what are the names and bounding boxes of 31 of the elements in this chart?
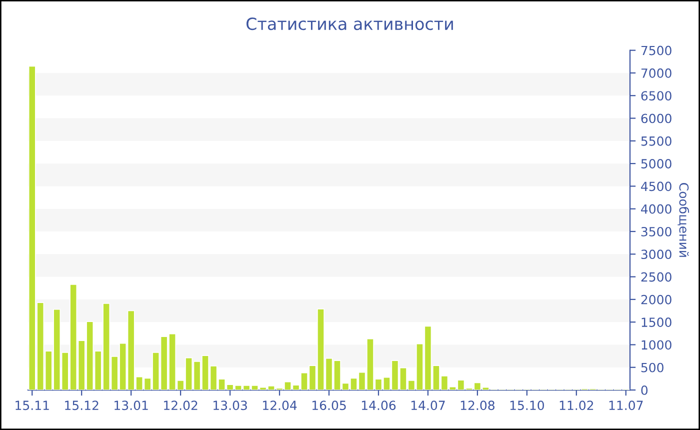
- x-tick-label: 13.03: [214, 400, 247, 410]
- y-tick-label: 1000: [642, 340, 672, 350]
- y-tick-label: 500: [641, 362, 664, 372]
- y-tick-label: 4500: [641, 182, 672, 192]
- y-tick-label: 1500: [642, 318, 672, 327]
- y-tick-label: 3000: [641, 250, 672, 260]
- y-tick-label: 2000: [641, 294, 672, 304]
- y-tick-label: 6000: [641, 114, 672, 124]
- x-tick-label: 15.10: [510, 400, 544, 410]
- y-tick-label: 5000: [641, 159, 672, 168]
- y-tick-label: 7000: [641, 68, 672, 78]
- x-tick-label: 14.07: [411, 400, 445, 410]
- y-tick-label: 6500: [641, 91, 672, 101]
- x-tick-label: 12.04: [263, 400, 297, 410]
- x-tick-label: 16.05: [312, 400, 346, 410]
- y-tick-label: 0: [641, 385, 648, 395]
- x-tick-label: 15.12: [65, 400, 98, 410]
- x-tick-label: 12.02: [164, 400, 198, 410]
- x-tick-label: 12.08: [460, 400, 494, 410]
- x-tick-label: 11.07: [609, 400, 643, 410]
- y-tick-label: 5500: [641, 136, 672, 146]
- y-tick-label: 7500: [641, 46, 672, 56]
- x-tick-label: 15.11: [16, 400, 49, 410]
- y-tick-label: 3500: [641, 226, 672, 236]
- y-tick-label: 2500: [641, 272, 672, 282]
- chart-title: Статистика активности: [246, 17, 453, 30]
- x-tick-label: 14.06: [362, 400, 396, 410]
- y-tick-label: 4000: [641, 204, 672, 214]
- y-axis-title: Сообщений: [678, 183, 690, 257]
- x-tick-label: 11.02: [560, 400, 594, 410]
- x-tick-label: 13.01: [114, 400, 148, 410]
